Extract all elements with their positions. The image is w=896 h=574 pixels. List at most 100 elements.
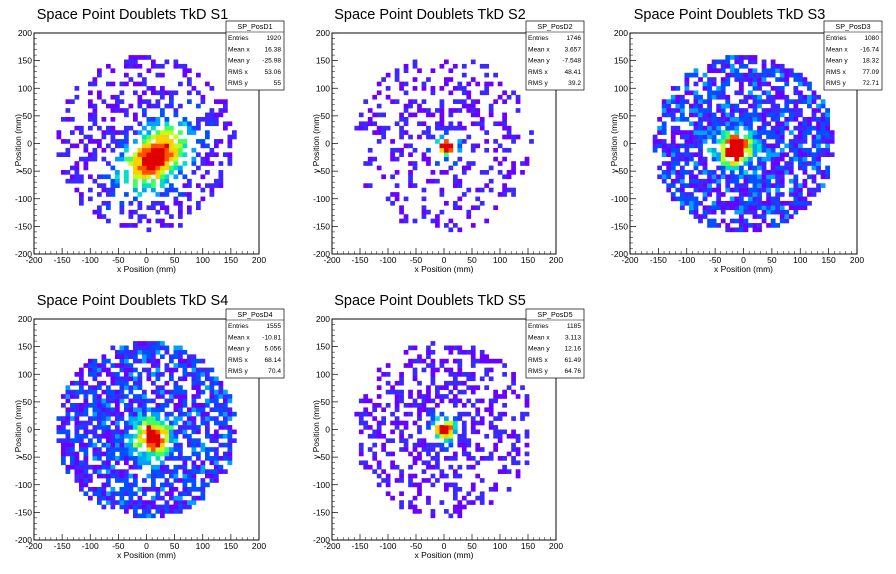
heatmap-cell <box>403 447 409 452</box>
heatmap-cell <box>707 121 712 127</box>
heatmap-cell <box>761 139 767 144</box>
heatmap-cell <box>124 147 129 153</box>
heatmap-cell <box>748 72 753 78</box>
heatmap-cell <box>70 165 75 171</box>
heatmap-cell <box>376 376 382 382</box>
heatmap-cell <box>702 134 708 140</box>
heatmap-cell <box>137 451 143 457</box>
heatmap-cell <box>666 112 672 118</box>
heatmap-cell <box>367 447 373 452</box>
heatmap-cell <box>775 152 781 158</box>
heatmap-cell <box>738 170 744 175</box>
heatmap-cell <box>693 214 699 219</box>
heatmap-cell <box>227 442 233 448</box>
heatmap-cell <box>524 429 530 435</box>
heatmap-cell <box>142 478 147 483</box>
heatmap-cell <box>811 152 817 158</box>
heatmap-cell <box>214 478 219 483</box>
heatmap-cell <box>101 134 107 140</box>
heatmap-cell <box>807 200 812 206</box>
heatmap-cell <box>106 447 111 452</box>
heatmap-cell <box>761 121 767 127</box>
heatmap-cell <box>470 500 476 505</box>
heatmap-cell <box>124 363 129 368</box>
heatmap-cell <box>160 482 165 488</box>
heatmap-cell <box>788 178 794 184</box>
heatmap-cell <box>146 429 152 435</box>
heatmap-cell <box>657 125 663 131</box>
heatmap-cell <box>79 486 84 492</box>
heatmap-cell <box>784 125 790 131</box>
heatmap-cell <box>381 125 387 131</box>
heatmap-cell <box>816 125 821 131</box>
heatmap-cell <box>448 90 454 96</box>
heatmap-cell <box>412 504 418 510</box>
heatmap-cell <box>61 447 66 452</box>
heatmap-cell <box>748 112 753 118</box>
heatmap-cell <box>421 86 427 91</box>
heatmap-cell <box>738 209 744 215</box>
heatmap-cell <box>128 491 134 497</box>
heatmap-cell <box>761 125 767 131</box>
heatmap-cell <box>187 90 192 96</box>
heatmap-cell <box>160 402 165 408</box>
heatmap-cell <box>173 147 179 153</box>
heatmap-cell <box>766 192 771 197</box>
heatmap-cell <box>79 402 84 408</box>
y-tick-label: -50 <box>318 452 331 462</box>
heatmap-cell <box>511 139 516 144</box>
heatmap-cell <box>430 513 436 519</box>
y-tick-label: 50 <box>23 397 33 407</box>
heatmap-cell <box>470 143 476 149</box>
heatmap-cell <box>693 178 699 184</box>
heatmap-cell <box>702 86 708 91</box>
heatmap-cell <box>693 209 699 215</box>
heatmap-cell <box>367 411 373 417</box>
heatmap-cell <box>146 460 152 466</box>
x-tick-label: -200 <box>323 541 340 551</box>
stats-box-frame <box>225 20 285 91</box>
heatmap-cell <box>385 389 391 395</box>
heatmap-cell <box>729 147 735 153</box>
heatmap-cell <box>738 90 744 96</box>
heatmap-cell <box>466 451 472 457</box>
heatmap-cell <box>227 447 233 452</box>
heatmap-cell <box>182 72 188 78</box>
heatmap-cell <box>497 411 503 417</box>
heatmap-cell <box>155 442 161 448</box>
heatmap-cell <box>151 442 156 448</box>
heatmap-cell <box>729 63 735 69</box>
heatmap-cell <box>200 411 206 417</box>
heatmap-cell <box>128 504 134 510</box>
heatmap-cell <box>146 152 152 158</box>
heatmap-cell <box>74 425 80 430</box>
heatmap-cell <box>825 112 831 118</box>
heatmap-cell <box>137 94 143 100</box>
heatmap-cell <box>142 402 147 408</box>
heatmap-cell <box>169 214 174 219</box>
heatmap-cell <box>119 367 125 373</box>
heatmap-cell <box>394 147 400 153</box>
heatmap-cell <box>146 143 152 149</box>
heatmap-cell <box>182 161 188 166</box>
heatmap-cell <box>711 59 717 65</box>
heatmap-cell <box>707 68 712 74</box>
heatmap-cell <box>146 147 152 153</box>
heatmap-cell <box>155 192 161 197</box>
heatmap-cell <box>128 55 134 60</box>
heatmap-cell <box>151 482 156 488</box>
heatmap-cell <box>200 469 206 474</box>
heatmap-cell <box>97 416 102 421</box>
heatmap-cell <box>484 385 490 390</box>
x-tick-label: -150 <box>351 255 368 265</box>
heatmap-cell <box>83 147 89 153</box>
heatmap-cell <box>716 130 722 135</box>
heatmap-cell <box>155 218 161 224</box>
heatmap-cell <box>661 139 667 144</box>
heatmap-cell <box>381 77 387 82</box>
heatmap-cell <box>205 81 210 87</box>
heatmap-cell <box>128 473 134 479</box>
heatmap-cell <box>399 125 404 131</box>
heatmap-cell <box>820 139 826 144</box>
heatmap-cell <box>115 442 120 448</box>
